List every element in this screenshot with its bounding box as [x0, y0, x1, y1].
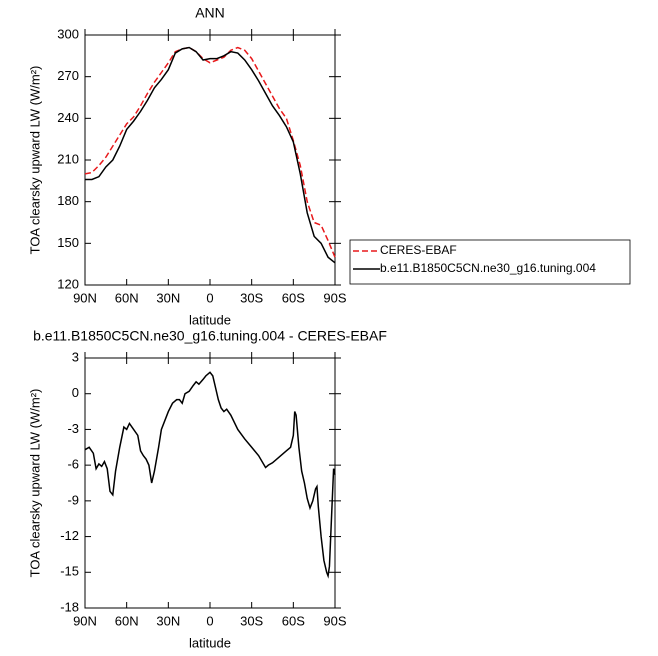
y-tick-label: -12: [60, 528, 79, 543]
data-line: [84, 371, 336, 579]
data-line: [85, 46, 336, 264]
legend-label: CERES-EBAF: [380, 243, 457, 257]
x-tick-label: 60S: [282, 290, 305, 305]
y-tick-label: 300: [57, 26, 79, 41]
y-axis-label: TOA clearsky upward LW (W/m²): [27, 66, 42, 255]
x-tick-label: 30N: [156, 613, 180, 628]
x-tick-label: 90S: [323, 290, 346, 305]
x-tick-label: 0: [206, 290, 213, 305]
y-axis-label: TOA clearsky upward LW (W/m²): [27, 389, 42, 578]
x-tick-label: 30S: [240, 613, 263, 628]
y-tick-label: 210: [57, 151, 79, 166]
y-tick-label: -6: [67, 457, 79, 472]
x-tick-label: 0: [206, 613, 213, 628]
x-tick-label: 90S: [323, 613, 346, 628]
plot-frame: [84, 34, 336, 286]
y-tick-label: 150: [57, 235, 79, 250]
plot-frame: [84, 357, 336, 609]
y-tick-label: 240: [57, 110, 79, 125]
x-tick-label: 60N: [115, 613, 139, 628]
y-tick-label: 120: [57, 276, 79, 291]
y-tick-label: 0: [72, 385, 79, 400]
y-tick-label: -3: [67, 421, 79, 436]
chart-title: b.e11.B1850C5CN.ne30_g16.tuning.004 - CE…: [33, 328, 387, 344]
legend-box: [349, 239, 631, 285]
x-axis-label: latitude: [189, 635, 231, 650]
data-line: [84, 46, 336, 258]
x-tick-label: 90N: [73, 613, 97, 628]
y-tick-label: 180: [57, 193, 79, 208]
y-tick-label: -9: [67, 492, 79, 507]
legend-label: b.e11.B1850C5CN.ne30_g16.tuning.004: [380, 261, 596, 275]
chart-title: ANN: [195, 5, 225, 21]
y-tick-label: -15: [60, 564, 79, 579]
x-tick-label: 90N: [73, 290, 97, 305]
x-tick-label: 30S: [240, 290, 263, 305]
y-tick-label: 3: [72, 349, 79, 364]
y-tick-label: 270: [57, 68, 79, 83]
x-tick-label: 60S: [282, 613, 305, 628]
x-tick-label: 60N: [115, 290, 139, 305]
y-tick-label: -18: [60, 599, 79, 614]
x-axis-label: latitude: [189, 312, 231, 327]
x-tick-label: 30N: [156, 290, 180, 305]
